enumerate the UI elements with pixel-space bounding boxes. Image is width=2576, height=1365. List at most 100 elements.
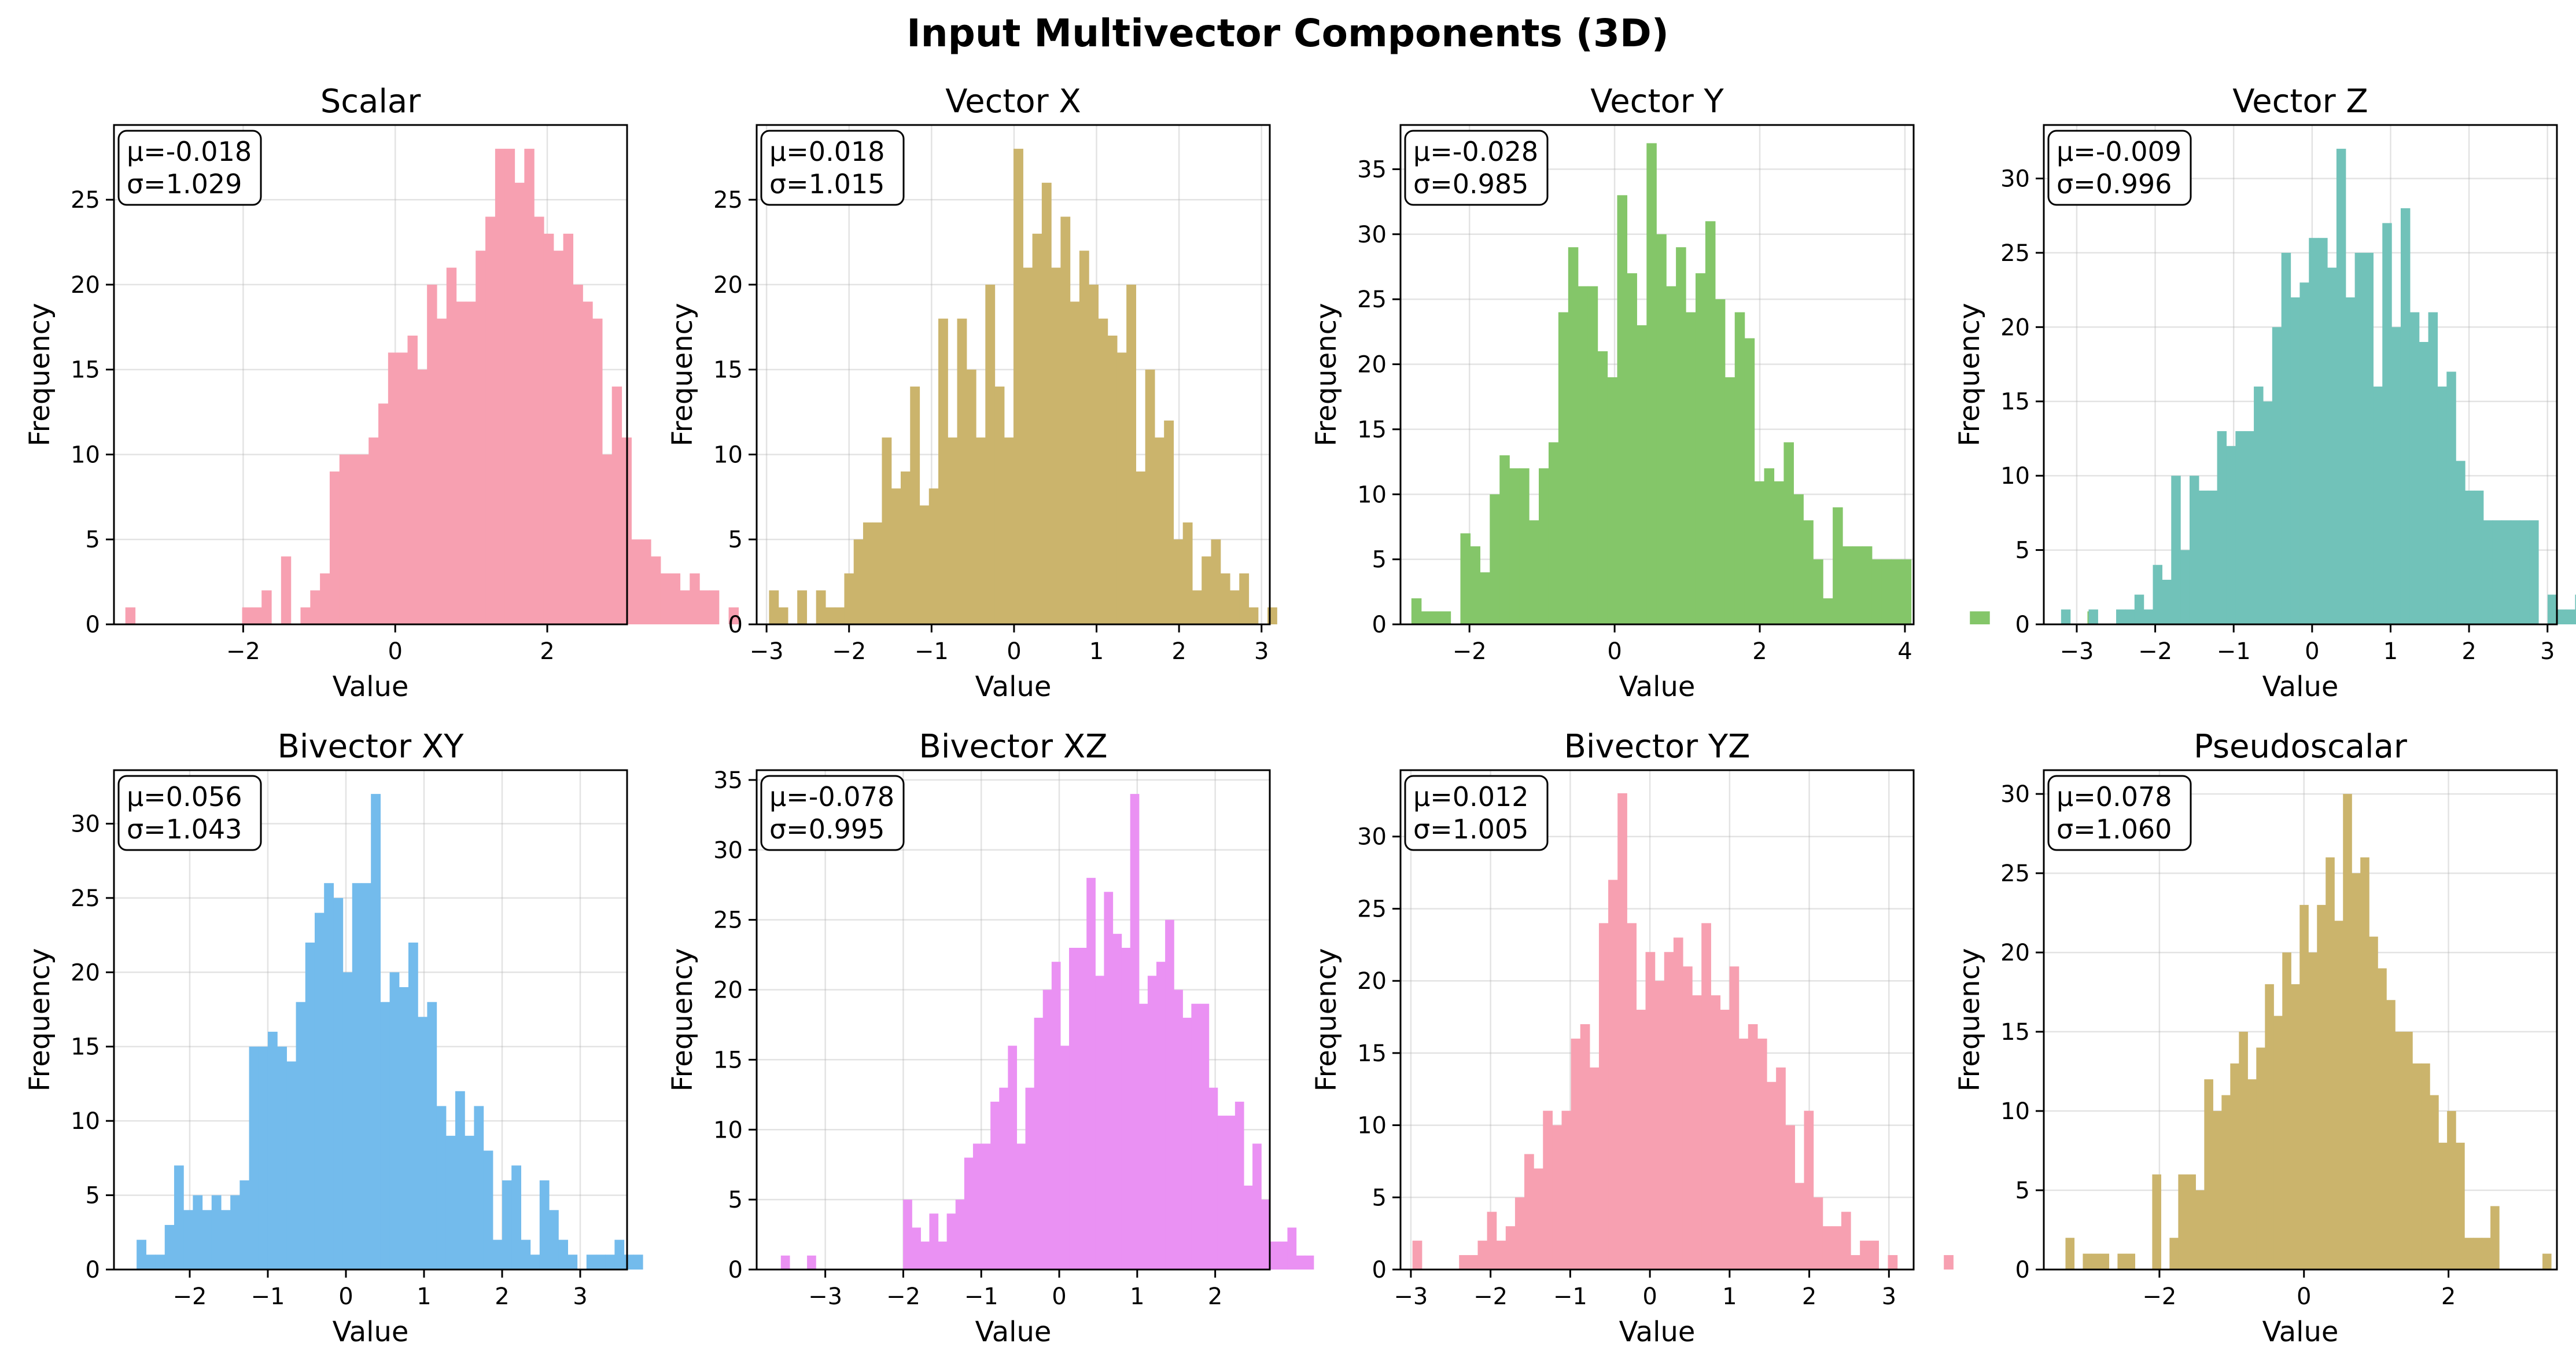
y-tick-label: 0 bbox=[1372, 612, 1387, 638]
histogram-bar bbox=[2520, 520, 2530, 624]
y-tick-label: 5 bbox=[2015, 538, 2030, 564]
y-tick-label: 0 bbox=[728, 612, 743, 638]
y-tick-label: 15 bbox=[1357, 1040, 1387, 1067]
y-axis-label: Frequency bbox=[24, 303, 56, 447]
histogram-bar bbox=[1794, 1183, 1805, 1270]
histogram-bar bbox=[1607, 377, 1618, 624]
histogram-bar bbox=[919, 505, 930, 624]
x-tick-label: 3 bbox=[1254, 638, 1269, 665]
y-tick-label: 5 bbox=[86, 527, 100, 553]
y-tick-label: 10 bbox=[713, 441, 743, 468]
histogram-bar bbox=[807, 1255, 816, 1270]
histogram-bar bbox=[1785, 1125, 1795, 1270]
y-tick-label: 25 bbox=[713, 187, 743, 214]
y-tick-label: 25 bbox=[71, 885, 100, 912]
x-tick-label: 1 bbox=[1722, 1283, 1737, 1310]
subplot-2: −2 0 2 4 0 5 10 15 20 25 30 35 Vector Y Value Frequenc… bbox=[1310, 83, 2098, 703]
histogram-bar bbox=[2446, 371, 2456, 624]
x-tick-label: 1 bbox=[1089, 638, 1104, 665]
histogram-bar bbox=[1666, 286, 1676, 624]
histogram-bar bbox=[1411, 598, 1422, 624]
histogram-bar bbox=[324, 883, 334, 1270]
histogram-bar bbox=[466, 301, 476, 624]
histogram-bar bbox=[825, 607, 835, 624]
histogram-bar bbox=[2126, 1253, 2136, 1270]
histogram-bar bbox=[146, 1254, 156, 1270]
y-tick-label: 35 bbox=[1357, 156, 1387, 183]
x-tick-label: 0 bbox=[338, 1283, 353, 1310]
histogram-bar bbox=[1229, 590, 1240, 624]
histogram-bar bbox=[948, 437, 958, 624]
histogram-bar bbox=[1774, 481, 1785, 624]
histogram-bar bbox=[1664, 952, 1674, 1270]
x-tick-label: 2 bbox=[1752, 638, 1767, 665]
histogram-bar bbox=[2262, 401, 2273, 624]
histogram-bar bbox=[1016, 1143, 1026, 1270]
histogram-bar bbox=[1173, 539, 1184, 624]
histogram-bar bbox=[853, 539, 864, 624]
histogram-bar bbox=[872, 522, 883, 624]
histogram-bar bbox=[1126, 284, 1137, 624]
histogram-bar bbox=[1440, 611, 1451, 624]
histogram-bar bbox=[1025, 1087, 1035, 1270]
histogram-bar bbox=[252, 607, 262, 624]
histogram-bar bbox=[436, 1106, 447, 1270]
histogram-bar bbox=[1831, 1226, 1842, 1270]
histogram-bar bbox=[1459, 1255, 1469, 1270]
x-axis-label: Value bbox=[333, 671, 409, 703]
histogram-bar bbox=[2327, 267, 2337, 625]
histogram-bar bbox=[2125, 609, 2135, 624]
histogram-bar bbox=[2143, 609, 2154, 624]
histogram-bar bbox=[2391, 327, 2401, 624]
histogram-bar bbox=[1673, 937, 1683, 1270]
histogram-bar bbox=[2083, 1253, 2092, 1270]
histogram-bar bbox=[261, 590, 272, 624]
histogram-bar bbox=[1138, 1003, 1148, 1270]
histogram-bar bbox=[1767, 1081, 1777, 1270]
mean-label: μ=-0.009 bbox=[2057, 136, 2181, 167]
histogram-bar bbox=[1888, 1255, 1898, 1270]
stats-box bbox=[117, 775, 262, 851]
histogram-bar bbox=[530, 1254, 540, 1270]
histogram-bar bbox=[539, 1180, 550, 1270]
x-axis-label: Value bbox=[333, 1316, 409, 1348]
histogram-bar bbox=[1543, 1110, 1553, 1270]
histogram-bar bbox=[511, 1165, 521, 1270]
histogram-bar bbox=[2542, 1253, 2552, 1270]
histogram-bar bbox=[495, 149, 506, 625]
x-tick-label: 3 bbox=[573, 1283, 587, 1310]
histogram-bar bbox=[1869, 1241, 1879, 1270]
histogram-bar bbox=[1734, 312, 1745, 624]
x-tick-label: −1 bbox=[250, 1283, 285, 1310]
histogram-bar bbox=[514, 182, 525, 624]
histogram-bar bbox=[446, 267, 457, 625]
histogram-bar bbox=[976, 437, 986, 624]
histogram-bar bbox=[1008, 1046, 1018, 1270]
histogram-bar bbox=[2364, 252, 2374, 624]
histogram-bar bbox=[1833, 507, 1843, 624]
histogram-bar bbox=[2382, 223, 2392, 625]
axes-frame bbox=[1399, 124, 1915, 626]
histogram-bar bbox=[928, 488, 939, 624]
histogram-bar bbox=[183, 1210, 193, 1270]
histogram-bar bbox=[2412, 1063, 2422, 1270]
histogram-bar bbox=[164, 1224, 175, 1270]
histogram-bar bbox=[2400, 208, 2411, 624]
x-tick-label: 2 bbox=[1208, 1283, 1222, 1310]
histogram-bar bbox=[835, 607, 845, 624]
std-label: σ=0.996 bbox=[2057, 168, 2172, 200]
histogram-bar bbox=[399, 987, 409, 1270]
x-axis-label: Value bbox=[2262, 1316, 2339, 1348]
histogram-bar bbox=[1208, 1087, 1218, 1270]
x-tick-label: 1 bbox=[1130, 1283, 1144, 1310]
std-label: σ=1.029 bbox=[127, 168, 242, 200]
y-tick-label: 15 bbox=[1357, 417, 1387, 443]
histogram-bar bbox=[378, 403, 389, 624]
histogram-bar bbox=[2343, 794, 2352, 1270]
histogram-bar bbox=[397, 352, 408, 624]
x-tick-label: 2 bbox=[2461, 638, 2476, 665]
histogram-bar bbox=[1130, 794, 1140, 1270]
histogram-bar bbox=[966, 369, 976, 624]
histogram-bar bbox=[368, 437, 379, 624]
histogram-bar bbox=[2430, 1095, 2439, 1270]
